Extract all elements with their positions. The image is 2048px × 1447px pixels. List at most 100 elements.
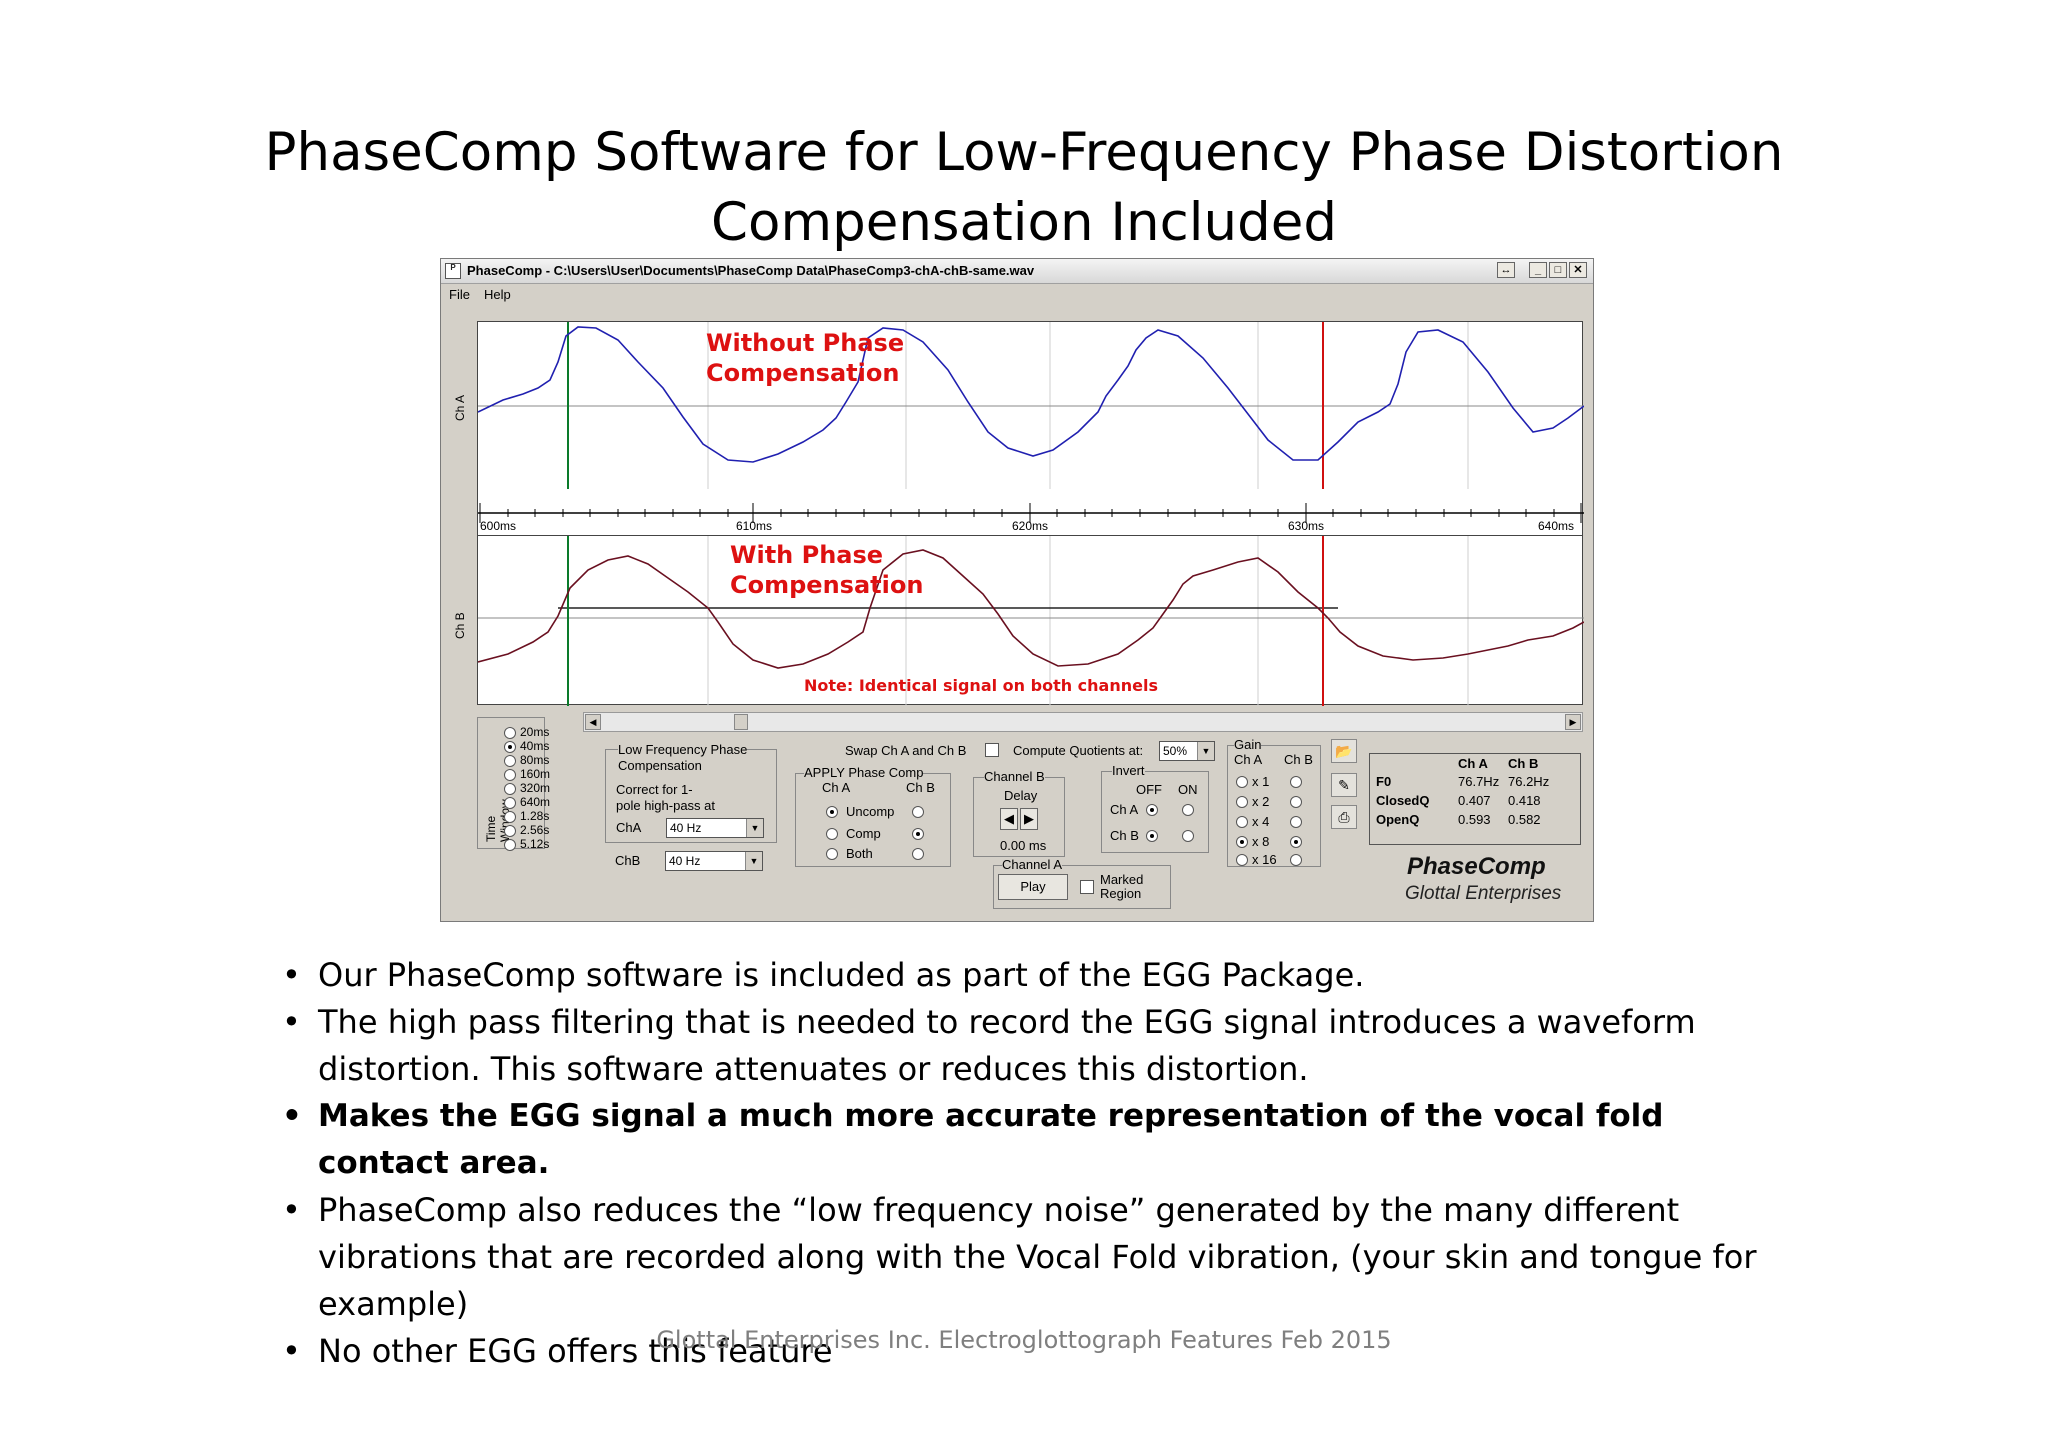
stats-value: 0.407: [1458, 793, 1491, 808]
gain-chb-radio[interactable]: [1290, 816, 1302, 828]
time-window-radio[interactable]: [504, 797, 516, 809]
swap-label: Swap Ch A and Ch B: [845, 743, 967, 758]
gain-cha-radio[interactable]: [1236, 836, 1248, 848]
brand-company: Glottal Enterprises: [1405, 883, 1562, 904]
quotient-stats-panel: Ch A Ch B F0 76.7Hz 76.2Hz ClosedQ 0.407…: [1369, 753, 1581, 845]
time-window-option: 640m: [520, 795, 551, 809]
marked-region-checkbox[interactable]: [1080, 880, 1094, 894]
time-window-radio[interactable]: [504, 769, 516, 781]
stats-label: F0: [1376, 774, 1392, 789]
bullet-text-cont: distortion. This software attenuates or …: [318, 1050, 1309, 1088]
gain-chb-radio[interactable]: [1290, 836, 1302, 848]
bullet-item: Our PhaseComp software is included as pa…: [282, 952, 1782, 999]
invert-chb-on-radio[interactable]: [1182, 830, 1194, 842]
apply-col-a: Ch A: [822, 780, 851, 795]
ch-a-plot[interactable]: Without Phase Compensation: [477, 321, 1584, 492]
channel-a-group: Channel A Play Marked Region: [993, 857, 1171, 909]
lowfreq-chb-select[interactable]: 40 Hz ▼: [665, 851, 763, 871]
annotation-with-l2: Compensation: [730, 571, 924, 599]
app-icon[interactable]: P: [445, 263, 461, 279]
gain-cha-radio[interactable]: [1236, 816, 1248, 828]
chevron-down-icon[interactable]: ▼: [746, 819, 763, 837]
ruler-ticks: [478, 503, 1584, 523]
minimize-button[interactable]: _: [1529, 262, 1547, 278]
chevron-down-icon[interactable]: ▼: [1197, 742, 1214, 760]
time-scrollbar[interactable]: ◀ ▶: [583, 712, 1583, 732]
scroll-right-icon[interactable]: ▶: [1565, 714, 1581, 730]
stats-label: OpenQ: [1376, 812, 1420, 827]
ch-b-plot[interactable]: With Phase Compensation Note: Identical …: [477, 535, 1584, 706]
window-titlebar[interactable]: P PhaseComp - C:\Users\User\Documents\Ph…: [441, 259, 1593, 284]
gain-chb-radio[interactable]: [1290, 796, 1302, 808]
apply-row-label: Both: [846, 846, 873, 861]
compute-select[interactable]: 50% ▼: [1159, 741, 1215, 761]
time-window-option: 1.28s: [520, 809, 550, 823]
resize-icon[interactable]: ↔: [1497, 262, 1515, 278]
title-line-1: PhaseComp Software for Low-Frequency Pha…: [264, 122, 1784, 183]
apply-cha-radio[interactable]: [826, 828, 838, 840]
apply-phase-group: APPLY Phase Comp Ch A Ch B Uncomp Comp B…: [795, 765, 951, 867]
menu-help[interactable]: Help: [483, 287, 511, 302]
lowfreq-group: Low Frequency Phase Compensation Correct…: [605, 742, 777, 843]
time-window-radio[interactable]: [504, 825, 516, 837]
menu-file[interactable]: File: [449, 287, 470, 302]
time-window-radio[interactable]: [504, 783, 516, 795]
play-button[interactable]: Play: [998, 874, 1068, 900]
delay-value: 0.00 ms: [1000, 838, 1047, 853]
delay-decrease-button[interactable]: ◀: [1000, 808, 1018, 830]
time-window-radio[interactable]: [504, 741, 516, 753]
apply-chb-radio[interactable]: [912, 806, 924, 818]
scroll-left-icon[interactable]: ◀: [585, 714, 601, 730]
time-window-radio[interactable]: [504, 727, 516, 739]
invert-cha-off-radio[interactable]: [1146, 804, 1158, 816]
time-window-option: 320m: [520, 781, 551, 795]
maximize-button[interactable]: □: [1549, 262, 1567, 278]
gain-option: x 1: [1252, 774, 1270, 789]
ch-b-trace: [478, 549, 1584, 669]
gain-cha-radio[interactable]: [1236, 796, 1248, 808]
slide-footer: Glottal Enterprises Inc. Electroglottogr…: [656, 1326, 1392, 1354]
invert-cha-on-radio[interactable]: [1182, 804, 1194, 816]
time-window-option: 5.12s: [520, 837, 550, 851]
open-folder-icon[interactable]: 📂: [1331, 739, 1357, 763]
time-ruler[interactable]: 600ms 610ms 620ms 630ms 640ms: [477, 489, 1584, 535]
time-window-radio[interactable]: [504, 811, 516, 823]
time-window-radio[interactable]: [504, 839, 516, 851]
stats-value: 76.2Hz: [1508, 774, 1550, 789]
ch-b-waveform-svg: [478, 536, 1584, 706]
apply-chb-radio[interactable]: [912, 828, 924, 840]
gain-chb-radio[interactable]: [1290, 854, 1302, 866]
time-label: 610ms: [736, 519, 773, 533]
scroll-thumb[interactable]: [734, 714, 748, 730]
gain-cha-radio[interactable]: [1236, 854, 1248, 866]
printer-icon[interactable]: ⎙: [1331, 805, 1357, 829]
close-button[interactable]: ✕: [1569, 262, 1587, 278]
wrench-icon[interactable]: ✎: [1331, 773, 1357, 797]
time-window-radio[interactable]: [504, 755, 516, 767]
apply-cha-radio[interactable]: [826, 848, 838, 860]
stats-value: 0.418: [1508, 793, 1541, 808]
delay-increase-button[interactable]: ▶: [1020, 808, 1038, 830]
menu-bar: File Help: [449, 287, 511, 302]
bullet-text: Our PhaseComp software is included as pa…: [318, 956, 1365, 994]
gain-chb-radio[interactable]: [1290, 776, 1302, 788]
bullet-text: No other EGG offers this feature: [318, 1332, 833, 1370]
lowfreq-cha-select[interactable]: 40 Hz ▼: [666, 818, 764, 838]
bullet-item: Makes the EGG signal a much more accurat…: [282, 1093, 1782, 1187]
time-window-option: 80ms: [520, 753, 550, 767]
apply-cha-radio[interactable]: [826, 806, 838, 818]
channel-b-group: Channel B Delay ◀ ▶ 0.00 ms: [973, 769, 1065, 857]
apply-row-label: Uncomp: [846, 804, 895, 819]
annotation-with-l1: With Phase: [730, 541, 884, 569]
invert-chb-off-radio[interactable]: [1146, 830, 1158, 842]
bullet-text-cont: example): [318, 1285, 469, 1323]
chevron-down-icon[interactable]: ▼: [745, 852, 762, 870]
bullet-item: PhaseComp also reduces the “low frequenc…: [282, 1187, 1782, 1328]
gain-option: x 16: [1252, 852, 1277, 867]
ch-a-waveform-svg: [478, 322, 1584, 492]
gain-cha-radio[interactable]: [1236, 776, 1248, 788]
swap-checkbox[interactable]: [985, 743, 999, 757]
stats-value: 76.7Hz: [1458, 774, 1500, 789]
apply-chb-radio[interactable]: [912, 848, 924, 860]
apply-row-label: Comp: [846, 826, 881, 841]
